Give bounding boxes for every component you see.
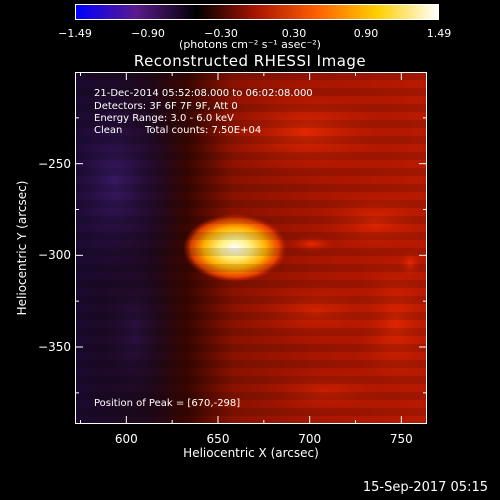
timestamp: 15-Sep-2017 05:15 [362,480,488,495]
colorbar-tick: −0.30 [204,27,238,40]
chart-title: Reconstructed RHESSI Image [133,52,367,70]
colorbar-tick: 0.30 [281,27,307,40]
y-axis-label: Heliocentric Y (arcsec) [15,180,29,316]
peak-position-text: Position of Peak = [670,-298] [94,398,241,409]
x-tick-label: 750 [389,432,413,446]
colorbar [75,4,439,20]
plot-frame [75,72,427,424]
colorbar-tick: 0.90 [353,27,379,40]
colorbar-tick: −0.90 [131,27,165,40]
x-axis-label: Heliocentric X (arcsec) [183,446,319,460]
x-tick-label: 650 [206,432,230,446]
clean-text: Clean [94,125,123,136]
heatmap-image [75,72,427,424]
x-tick-label: 700 [298,432,322,446]
x-tick-label: 600 [114,432,138,446]
y-tick-label: −350 [38,340,71,354]
time-range-text: 21-Dec-2014 05:52:08.000 to 06:02:08.000 [94,88,313,99]
colorbar-tick: −1.49 [58,27,92,40]
total-counts-text: Total counts: 7.50E+04 [145,125,262,136]
colorbar-units: (photons cm⁻² s⁻¹ asec⁻²) [179,38,321,51]
heatmap-plot [75,72,427,424]
colorbar-tick: 1.49 [426,27,452,40]
y-tick-label: −250 [38,156,71,171]
detectors-text: Detectors: 3F 6F 7F 9F, Att 0 [94,101,238,112]
energy-range-text: Energy Range: 3.0 - 6.0 keV [94,113,234,124]
y-tick-label: −300 [38,248,71,263]
